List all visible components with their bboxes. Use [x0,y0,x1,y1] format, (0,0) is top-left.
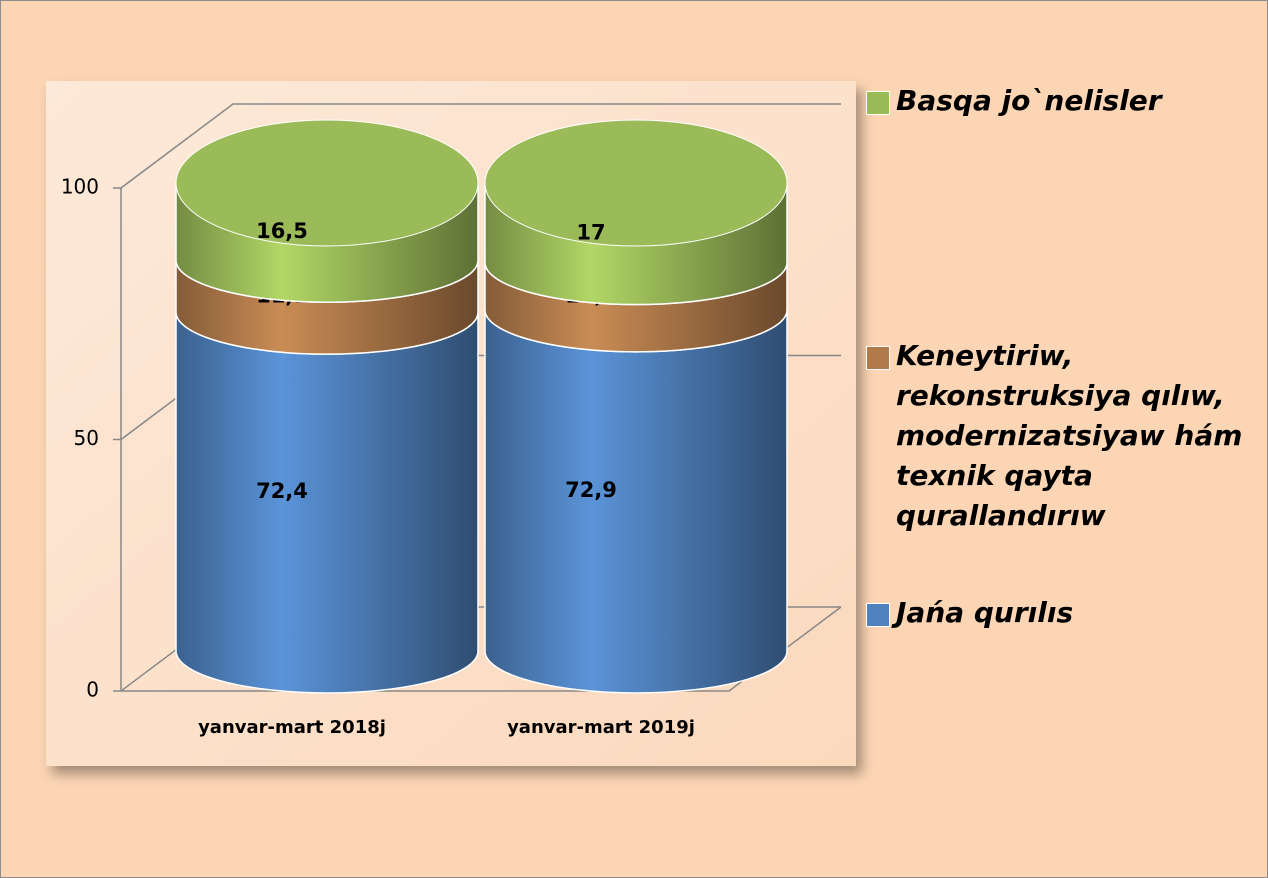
legend-item: Keneytiriw, rekonstruksiya qılıw, modern… [866,336,1261,536]
data-label: 16,5 [256,219,308,243]
data-label: 72,4 [256,479,308,503]
legend-item: Jańa qurılıs [866,593,1261,633]
legend-label: Jańa qurılıs [896,596,1074,629]
legend-swatch [866,603,890,627]
data-label: 17 [576,220,605,244]
legend-label: Keneytiriw, rekonstruksiya qılıw, modern… [896,339,1243,532]
y-tick-label: 50 [74,426,99,450]
bar-segment [484,309,788,694]
grid-line [120,103,841,189]
legend-label: Basqa jo`nelisler [896,84,1162,117]
legend-swatch [866,346,890,370]
cylinder-top [484,119,788,247]
cylinder-top [175,119,479,247]
y-tick-label: 0 [86,678,99,702]
x-tick-label: yanvar-mart 2019j [507,717,695,738]
legend-swatch [866,91,890,115]
y-tick-label: 100 [61,175,99,199]
data-label: 72,9 [565,478,617,502]
x-tick-label: yanvar-mart 2018j [198,717,386,738]
bar-segment [175,312,479,694]
legend-item: Basqa jo`nelisler [866,81,1261,121]
